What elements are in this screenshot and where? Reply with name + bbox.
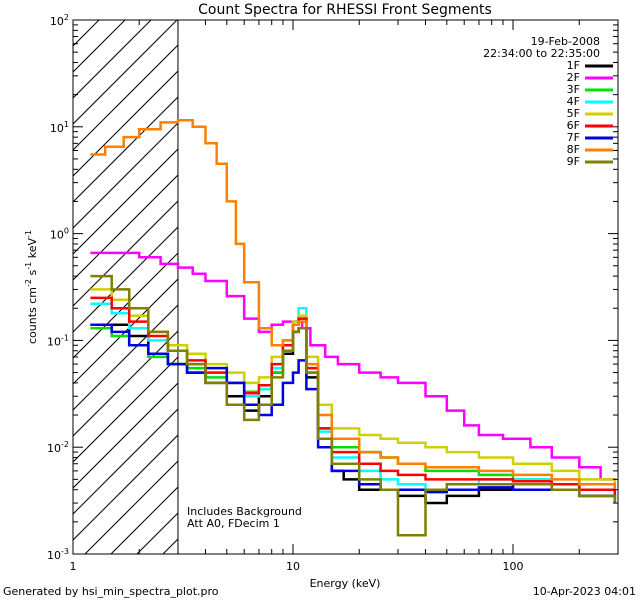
- legend-label-7F: 7F: [567, 131, 580, 144]
- legend-label-4F: 4F: [567, 95, 580, 108]
- legend-item-9F: 9F: [567, 155, 613, 168]
- series-line-8F: [90, 119, 617, 490]
- series-line-7F: [90, 323, 617, 503]
- x-tick-labels: 1 10 100: [70, 560, 524, 573]
- y-axis-label: counts cm-2 s-1 keV-1: [24, 230, 39, 344]
- series-lines: [90, 119, 617, 537]
- chart-title: Count Spectra for RHESSI Front Segments: [198, 2, 492, 18]
- hatch-line: [73, 122, 178, 229]
- hatch-line: [73, 252, 178, 359]
- x-tick-label-100: 100: [503, 560, 524, 573]
- legend-label-2F: 2F: [567, 71, 580, 84]
- hatch-line: [73, 226, 178, 333]
- hatch-line: [110, 486, 178, 554]
- hatched-region: [73, 20, 179, 554]
- legend-item-3F: 3F: [567, 83, 613, 96]
- hatch-line: [73, 434, 178, 541]
- y-tick-label-1e-2: 10-2: [47, 440, 69, 455]
- legend-label-6F: 6F: [567, 119, 580, 132]
- hatch-line: [73, 96, 178, 203]
- y-tick-label-1e2: 102: [50, 13, 69, 28]
- hatch-line: [73, 70, 178, 177]
- legend-label-3F: 3F: [567, 83, 580, 96]
- legend-item-4F: 4F: [567, 95, 613, 108]
- hatch-line: [73, 20, 178, 125]
- hatch-line: [73, 20, 152, 99]
- legend-item-2F: 2F: [567, 71, 613, 84]
- plot-frame: [72, 19, 619, 555]
- hatch-line: [73, 356, 178, 463]
- annotation-background: Includes Background: [187, 505, 302, 518]
- hatch-line: [73, 382, 178, 489]
- y-tick-labels: 10-3 10-2 10-1 100 101 102: [47, 13, 69, 562]
- hatch-line: [73, 44, 178, 151]
- hatch-line: [73, 174, 178, 281]
- series-line-5F: [90, 288, 617, 490]
- y-tick-label-1e1: 101: [50, 120, 69, 135]
- x-tick-label-10: 10: [286, 560, 300, 573]
- series-line-9F: [90, 274, 617, 537]
- footer-timestamp: 10-Apr-2023 04:01: [533, 585, 636, 598]
- legend-item-1F: 1F: [567, 59, 613, 72]
- x-axis-label: Energy (keV): [310, 577, 381, 590]
- series-line-2F: [90, 251, 617, 490]
- hatch-line: [73, 304, 178, 411]
- y-tick-label-1e0: 100: [50, 227, 69, 242]
- hatch-line: [73, 148, 178, 255]
- y-tick-label-1e-3: 10-3: [47, 547, 69, 562]
- legend-label-1F: 1F: [567, 59, 580, 72]
- x-tick-label-1: 1: [70, 560, 77, 573]
- legend-label-5F: 5F: [567, 107, 580, 120]
- time-range-label: 22:34:00 to 22:35:00: [483, 47, 600, 60]
- series-line-6F: [90, 296, 617, 496]
- axis-ticks: [72, 19, 619, 555]
- legend-item-5F: 5F: [567, 107, 613, 120]
- date-label: 19-Feb-2008: [531, 35, 600, 48]
- annotation-attenuator: Att A0, FDecim 1: [187, 517, 280, 530]
- legend-item-6F: 6F: [567, 119, 613, 132]
- hatch-line: [73, 200, 178, 307]
- legend-item-7F: 7F: [567, 131, 613, 144]
- hatch-line: [73, 408, 178, 515]
- legend-label-8F: 8F: [567, 143, 580, 156]
- hatch-line: [84, 460, 178, 554]
- y-tick-label-1e-1: 10-1: [47, 333, 69, 348]
- legend-item-8F: 8F: [567, 143, 613, 156]
- legend-label-9F: 9F: [567, 155, 580, 168]
- legend: 1F 2F 3F 4F 5F 6F: [567, 59, 613, 168]
- hatch-line: [136, 512, 178, 554]
- hatch-line: [73, 278, 178, 385]
- footer-generated-by: Generated by hsi_min_spectra_plot.pro: [3, 585, 219, 598]
- hatch-line: [73, 20, 100, 47]
- hatch-line: [73, 20, 126, 73]
